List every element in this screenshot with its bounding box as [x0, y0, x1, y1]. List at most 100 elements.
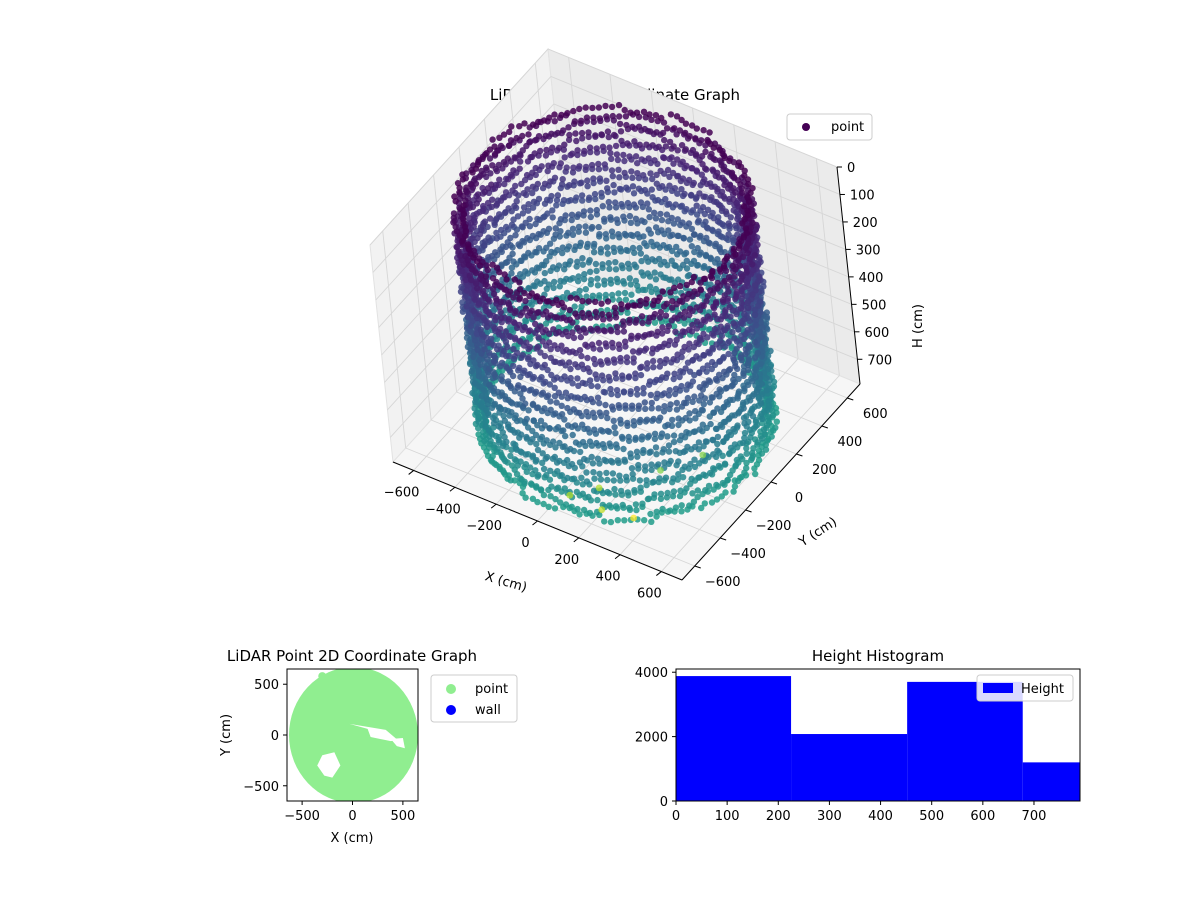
point-3d [659, 288, 666, 295]
x-tick-label: −400 [425, 502, 461, 517]
point-3d [561, 141, 568, 148]
point-3d [562, 501, 570, 508]
point-3d [702, 165, 709, 172]
point-3d [538, 163, 545, 170]
point-3d [712, 375, 720, 383]
point-3d [651, 269, 658, 276]
point-3d [492, 373, 499, 381]
point-3d [714, 285, 721, 292]
point-3d [725, 231, 732, 238]
point-3d [482, 302, 489, 310]
point-3d [693, 325, 701, 332]
point-3d [749, 261, 756, 268]
point-3d [669, 298, 676, 305]
point-3d [561, 485, 568, 492]
point-3d [689, 321, 696, 329]
point-3d [639, 286, 646, 293]
point-3d [472, 269, 479, 276]
point-3d [544, 167, 551, 175]
point-3d [640, 108, 648, 116]
point-3d [629, 123, 636, 131]
point-3d [612, 430, 619, 437]
point-3d [665, 442, 673, 449]
point-3d [693, 202, 700, 209]
point-3d [597, 245, 605, 253]
point-3d [507, 288, 514, 295]
point-3d [669, 169, 677, 177]
point-3d [612, 204, 620, 211]
point-3d [584, 240, 591, 248]
point-3d [648, 466, 655, 474]
point-3d [717, 232, 724, 240]
point-3d [505, 299, 512, 307]
point-3d [547, 240, 554, 247]
point-3d [516, 123, 523, 130]
point-3d [520, 204, 528, 211]
point-3d [578, 474, 585, 481]
grid-back-x [774, 141, 799, 359]
point-3d [678, 502, 685, 509]
point-3d [585, 133, 592, 141]
point-3d [744, 249, 751, 257]
y-tick-label: −600 [705, 575, 741, 590]
point-3d [560, 127, 567, 134]
point-3d [644, 360, 651, 367]
point-3d [677, 368, 684, 375]
point-3d [552, 495, 559, 503]
point-3d [543, 471, 550, 479]
point-3d [612, 259, 619, 266]
point-3d [580, 326, 587, 333]
point-3d [551, 111, 558, 118]
point-3d [648, 238, 655, 246]
point-3d [709, 358, 716, 366]
point-3d [555, 144, 563, 152]
point-3d [680, 235, 687, 242]
chart-2d-y-axis-label: Y (cm) [219, 714, 234, 757]
point-3d [735, 388, 743, 395]
point-3d [458, 238, 466, 245]
point-3d [593, 314, 600, 321]
point-3d [770, 412, 777, 419]
point-3d [706, 413, 713, 420]
point-3d [693, 125, 700, 132]
chart-3d-tick-labels: −600−400−2000200400600−600−400−200020040… [384, 161, 892, 602]
point-3d [707, 254, 714, 261]
point-3d [663, 356, 670, 363]
point-3d [597, 427, 605, 434]
point-3d [540, 491, 548, 499]
point-3d [522, 461, 530, 468]
point-3d [607, 214, 614, 221]
point-3d [554, 424, 562, 431]
point-3d [629, 174, 636, 181]
point-3d [738, 300, 745, 307]
point-3d [599, 261, 606, 268]
point-3d [686, 368, 694, 375]
point-3d [517, 475, 524, 482]
point-3d [721, 176, 728, 184]
point-3d [486, 311, 494, 319]
point-3d [708, 365, 715, 373]
x-tick-label: 0 [521, 536, 529, 551]
point-3d [555, 328, 562, 336]
point-3d [688, 475, 695, 483]
point-3d [580, 208, 588, 215]
point-3d [717, 421, 724, 429]
point-3d [762, 446, 770, 453]
point-3d [519, 147, 526, 154]
point-3d [661, 390, 668, 397]
point-3d [480, 428, 487, 436]
point-3d [697, 279, 704, 286]
point-3d [685, 290, 693, 298]
point-3d [507, 382, 514, 390]
point-3d [531, 137, 539, 144]
point-3d [692, 135, 699, 142]
point-3d [686, 133, 693, 140]
point-3d [575, 223, 583, 231]
point-3d [533, 456, 540, 464]
point-3d [627, 450, 634, 457]
point-3d [555, 324, 562, 331]
point-3d [554, 484, 562, 491]
point-3d [548, 130, 555, 137]
point-3d [729, 329, 736, 336]
point-3d [497, 309, 504, 316]
